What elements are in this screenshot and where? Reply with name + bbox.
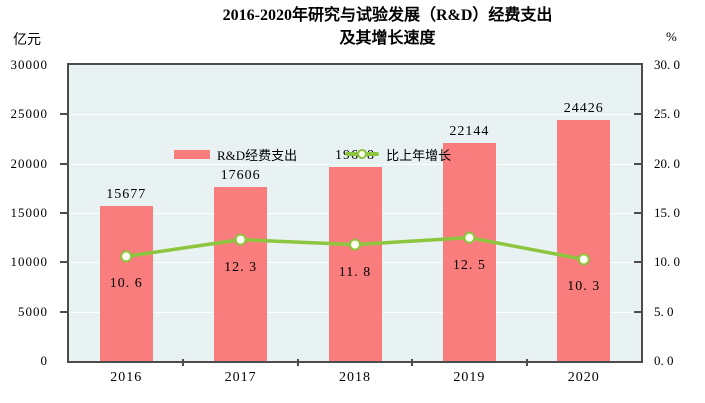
bar-2019: [442, 142, 496, 361]
x-axis-tick: [525, 359, 528, 366]
bar-series-swatch: [174, 149, 210, 159]
growth-marker-2020: [577, 253, 590, 266]
y-axis-left-tick-label: 10000: [10, 254, 48, 270]
x-axis-tick: [182, 359, 185, 366]
growth-marker-2018: [349, 238, 361, 251]
x-axis-label-2019: 2019: [453, 370, 486, 385]
y-axis-right-tick-label: 20. 0: [654, 155, 680, 171]
y-axis-right-tick-label: 15. 0: [654, 205, 680, 220]
y-axis-left-tick-label: 25000: [10, 106, 48, 122]
x-axis-label-2016: 2016: [110, 370, 143, 385]
y-axis-right-tick-label: 5. 0: [654, 303, 674, 319]
growth-value-label: 12. 5: [452, 257, 486, 273]
y-axis-right-tick: [634, 261, 642, 264]
bar-value-label: 22144: [449, 123, 490, 139]
grid-line: [69, 114, 641, 116]
growth-marker-2019: [463, 231, 476, 244]
y-axis-left-tick-label: 5000: [18, 303, 48, 319]
y-axis-right-tick: [634, 113, 642, 116]
y-axis-right-tick-label: 30. 0: [654, 57, 680, 72]
x-axis-label-2017: 2017: [224, 370, 257, 385]
bar-2017: [214, 187, 268, 361]
y-axis-left-tick: [60, 310, 68, 313]
y-axis-right-tick: [634, 310, 642, 313]
x-axis-tick: [411, 359, 414, 366]
legend-line-label: 比上年增长: [386, 147, 452, 163]
legend-item-bar: R&D经费支出: [174, 145, 297, 164]
growth-value-label: 11. 8: [338, 264, 372, 280]
y-axis-left-tick: [60, 261, 68, 264]
growth-marker-2016: [120, 250, 133, 263]
y-axis-right-tick-label: 25. 0: [654, 106, 680, 122]
bar-value-label: 24426: [563, 100, 604, 116]
y-axis-right-tick-label: 10. 0: [654, 254, 680, 270]
y-axis-left-tick: [60, 162, 68, 165]
growth-value-label: 10. 3: [567, 279, 601, 295]
plot-area: 156771760619678221442442610. 612. 311. 8…: [67, 63, 643, 363]
bar-value-label: 15677: [106, 187, 147, 203]
legend-bar-label: R&D经费支出: [217, 147, 298, 163]
x-axis-label-2018: 2018: [339, 370, 371, 385]
bar-2020: [557, 120, 611, 361]
bar-value-label: 17606: [220, 168, 261, 184]
y-axis-left-tick-label: 0: [40, 353, 48, 368]
y-axis-right-tick-label: 0. 0: [654, 353, 674, 368]
y-axis-left-tick: [60, 113, 68, 116]
legend-item-line: 比上年增长: [345, 145, 451, 164]
chart-title: 2016-2020年研究与试验发展（R&D）经费支出 及其增长速度: [70, 4, 705, 50]
y-axis-left-tick-label: 30000: [10, 57, 48, 72]
line-series-swatch: [345, 148, 380, 160]
chart-title-line1: 2016-2020年研究与试验发展（R&D）经费支出: [222, 7, 553, 24]
line-series: [120, 231, 590, 266]
x-axis-label-2020: 2020: [567, 370, 600, 385]
y-axis-left-tick: [60, 212, 68, 214]
x-axis-tick: [296, 359, 299, 366]
growth-marker-2017: [234, 233, 247, 246]
y-axis-right-tick: [634, 162, 642, 165]
bar-2016: [99, 206, 153, 361]
y-axis-left-tick-label: 20000: [10, 155, 48, 171]
legend: R&D经费支出 比上年增长: [174, 145, 451, 163]
growth-value-label: 10. 6: [109, 276, 143, 292]
right-axis-unit-label: %: [666, 29, 677, 44]
y-axis-left-tick-label: 15000: [10, 205, 48, 220]
growth-value-label: 12. 3: [224, 259, 258, 275]
left-axis-unit-label: 亿元: [13, 33, 41, 48]
grid-line: [69, 163, 641, 165]
chart-title-line2: 及其增长速度: [339, 30, 436, 47]
y-axis-right-tick: [634, 212, 642, 214]
bar-2018: [328, 166, 382, 361]
